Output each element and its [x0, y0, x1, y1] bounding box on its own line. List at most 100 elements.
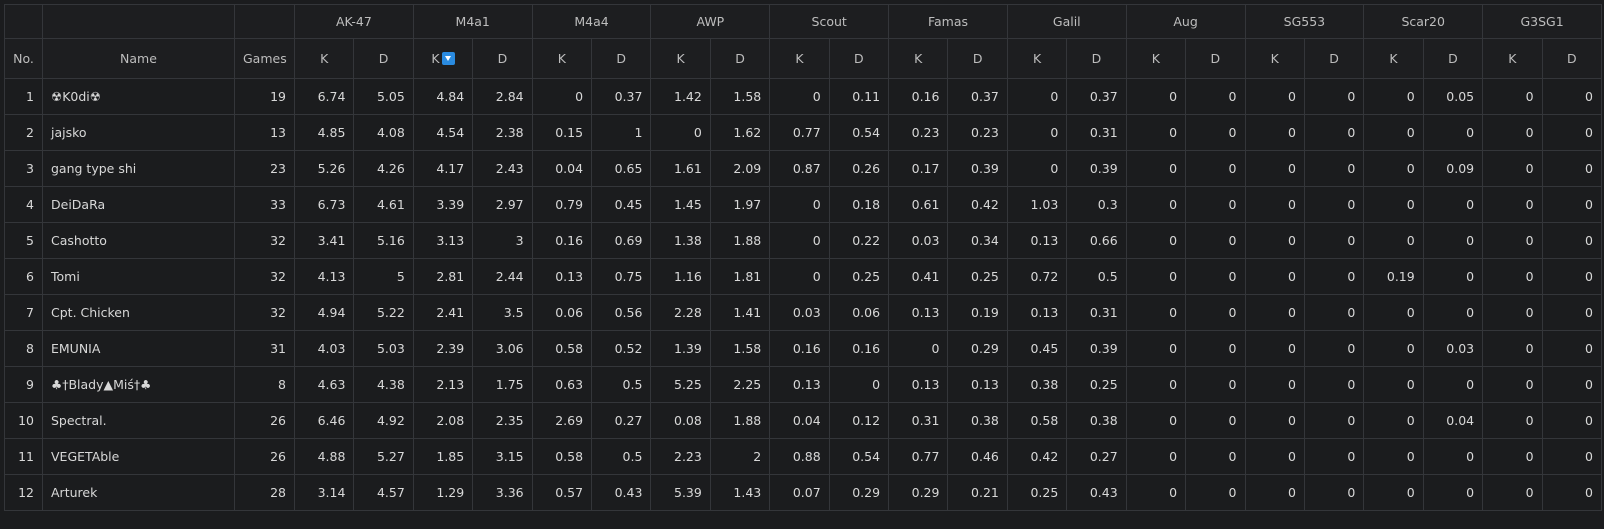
column-header-awp-k[interactable]: K	[650, 38, 711, 79]
stat-aug-d: 0	[1185, 438, 1246, 475]
stat-sg553-k: 0	[1244, 222, 1305, 259]
stat-g3sg1-k: 0	[1482, 186, 1543, 223]
stat-sg553-d: 0	[1303, 438, 1365, 475]
stat-scout-k: 0	[769, 186, 830, 223]
stat-sg553-d: 0	[1303, 366, 1365, 403]
stat-awp-k: 1.16	[650, 258, 711, 295]
column-header-aug-k[interactable]: K	[1125, 38, 1187, 79]
column-header-label: D	[616, 51, 627, 66]
stat-scar20-k: 0	[1363, 186, 1424, 223]
column-header-scout-k[interactable]: K	[769, 38, 830, 79]
row-number: 10	[4, 402, 43, 439]
column-header-galil-k[interactable]: K	[1006, 38, 1068, 79]
column-header-famas-d[interactable]: D	[947, 38, 1008, 79]
stat-scar20-k: 0	[1363, 366, 1424, 403]
stat-awp-k: 1.39	[650, 330, 711, 367]
column-header-m4a4-k[interactable]: K	[531, 38, 593, 79]
stat-scout-k: 0.04	[769, 402, 830, 439]
stat-ak47-d: 5.27	[353, 438, 414, 475]
player-name: VEGETAble	[42, 438, 235, 475]
table-row[interactable]: 11 VEGETAble 26 4.88 5.27 1.85 3.15 0.58 0.5 2.23…	[4, 438, 1603, 475]
stat-scout-d: 0.25	[828, 258, 890, 295]
table-row[interactable]: 3 gang type shi 23 5.26 4.26 4.17 2.43 0.04 0.65…	[4, 150, 1603, 187]
column-header-no[interactable]: No.	[4, 38, 43, 79]
column-header-label: D	[1448, 51, 1458, 66]
column-header-galil-d[interactable]: D	[1066, 38, 1127, 79]
table-row[interactable]: 5 Cashotto 32 3.41 5.16 3.13 3 0.16 0.69 1.38 1.88…	[4, 222, 1603, 259]
column-header-m4a1-d[interactable]: D	[472, 38, 533, 79]
stat-sg553-d: 0	[1303, 150, 1365, 187]
column-header-scout-d[interactable]: D	[828, 38, 890, 79]
stat-sg553-k: 0	[1244, 78, 1305, 115]
stat-awp-k: 0.08	[650, 402, 711, 439]
stat-scout-k: 0	[769, 78, 830, 115]
stat-g3sg1-d: 0	[1541, 330, 1603, 367]
stat-galil-k: 0.13	[1006, 222, 1068, 259]
table-row[interactable]: 1 ☢K0di☢ 19 6.74 5.05 4.84 2.84 0 0.37 1.42 1.58 0 0…	[4, 78, 1603, 115]
column-header-famas-k[interactable]: K	[888, 38, 949, 79]
table-row[interactable]: 12 Arturek 28 3.14 4.57 1.29 3.36 0.57 0.43 5.39 1…	[4, 474, 1603, 511]
column-header-label: K	[1151, 51, 1160, 66]
stat-famas-d: 0.19	[947, 294, 1008, 331]
table-row[interactable]: 6 Tomi 32 4.13 5 2.81 2.44 0.13 0.75 1.16 1.81 0 0.2…	[4, 258, 1603, 295]
stat-m4a1-d: 1.75	[472, 366, 533, 403]
stat-m4a1-k: 4.17	[412, 150, 474, 187]
stat-ak47-d: 5	[353, 258, 414, 295]
stat-scout-d: 0.54	[828, 438, 890, 475]
column-header-awp-d[interactable]: D	[709, 38, 771, 79]
column-header-ak47-d[interactable]: D	[353, 38, 414, 79]
table-row[interactable]: 10 Spectral. 26 6.46 4.92 2.08 2.35 2.69 0.27 0.0…	[4, 402, 1603, 439]
column-header-g3sg1-d[interactable]: D	[1541, 38, 1603, 79]
column-header-aug-d[interactable]: D	[1185, 38, 1246, 79]
table-row[interactable]: 2 jajsko 13 4.85 4.08 4.54 2.38 0.15 1 0 1.62 0.77 0…	[4, 114, 1603, 151]
stat-awp-k: 0	[650, 114, 711, 151]
column-header-scar20-d[interactable]: D	[1422, 38, 1484, 79]
column-header-games[interactable]: Games	[234, 38, 295, 79]
stat-g3sg1-k: 0	[1482, 366, 1543, 403]
column-header-label: K	[795, 51, 804, 66]
column-header-name[interactable]: Name	[42, 38, 235, 79]
table-row[interactable]: 7 Cpt. Chicken 32 4.94 5.22 2.41 3.5 0.06 0.56 2.…	[4, 294, 1603, 331]
stat-scout-k: 0.13	[769, 366, 830, 403]
column-header-m4a1-k[interactable]: K	[412, 38, 474, 79]
stat-scar20-d: 0.09	[1422, 150, 1484, 187]
stat-famas-k: 0.03	[888, 222, 949, 259]
stat-m4a4-d: 0.5	[591, 366, 652, 403]
column-header-ak47-k[interactable]: K	[293, 38, 355, 79]
column-header-sg553-k[interactable]: K	[1244, 38, 1305, 79]
stat-scout-k: 0.88	[769, 438, 830, 475]
stat-g3sg1-d: 0	[1541, 258, 1603, 295]
stat-m4a1-d: 2.38	[472, 114, 533, 151]
column-header-m4a4-d[interactable]: D	[591, 38, 652, 79]
stat-scout-d: 0.11	[828, 78, 890, 115]
stat-scout-k: 0	[769, 258, 830, 295]
stat-galil-k: 0	[1006, 78, 1068, 115]
column-header-scar20-k[interactable]: K	[1363, 38, 1424, 79]
stat-g3sg1-d: 0	[1541, 186, 1603, 223]
table-row[interactable]: 8 EMUNIA 31 4.03 5.03 2.39 3.06 0.58 0.52 1.39 1.5…	[4, 330, 1603, 367]
stat-m4a4-d: 0.56	[591, 294, 652, 331]
stat-g3sg1-k: 0	[1482, 258, 1543, 295]
stat-aug-d: 0	[1185, 366, 1246, 403]
stat-awp-k: 1.61	[650, 150, 711, 187]
table-row[interactable]: 9 ♣†Blady▲Miś†♣ 8 4.63 4.38 2.13 1.75 0.63 0.5 5.…	[4, 366, 1603, 403]
stat-scar20-d: 0	[1422, 114, 1484, 151]
row-number: 9	[4, 366, 43, 403]
stat-aug-k: 0	[1125, 474, 1187, 511]
stat-m4a1-k: 2.81	[412, 258, 474, 295]
stat-awp-d: 2.09	[709, 150, 771, 187]
games-count: 33	[234, 186, 295, 223]
column-header-sg553-d[interactable]: D	[1303, 38, 1365, 79]
stat-famas-k: 0.77	[888, 438, 949, 475]
stat-galil-d: 0.38	[1066, 402, 1127, 439]
stat-aug-d: 0	[1185, 114, 1246, 151]
stat-galil-d: 0.43	[1066, 474, 1127, 511]
stat-g3sg1-k: 0	[1482, 78, 1543, 115]
column-header-g3sg1-k[interactable]: K	[1482, 38, 1543, 79]
stat-m4a4-k: 0.58	[531, 438, 593, 475]
stat-famas-k: 0.13	[888, 366, 949, 403]
table-row[interactable]: 4 DeiDaRa 33 6.73 4.61 3.39 2.97 0.79 0.45 1.45 1.…	[4, 186, 1603, 223]
sort-desc-icon[interactable]	[441, 52, 455, 65]
stat-g3sg1-k: 0	[1482, 474, 1543, 511]
stat-famas-k: 0.41	[888, 258, 949, 295]
